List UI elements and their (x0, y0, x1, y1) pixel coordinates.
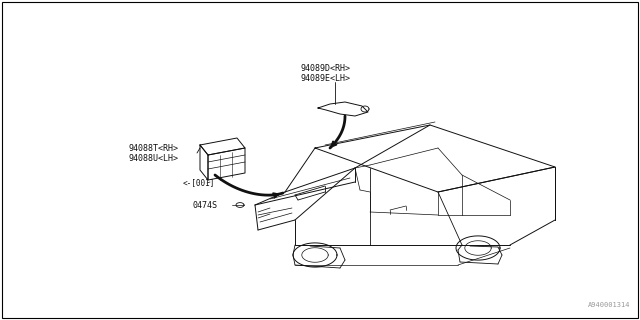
Text: 94089D<RH>: 94089D<RH> (300, 63, 350, 73)
Text: 94088U<LH>: 94088U<LH> (128, 154, 178, 163)
Text: <-[001]: <-[001] (183, 179, 216, 188)
Text: 94088T<RH>: 94088T<RH> (128, 143, 178, 153)
Text: 94089E<LH>: 94089E<LH> (300, 74, 350, 83)
Text: A940001314: A940001314 (588, 302, 630, 308)
Text: 0474S: 0474S (192, 201, 217, 210)
